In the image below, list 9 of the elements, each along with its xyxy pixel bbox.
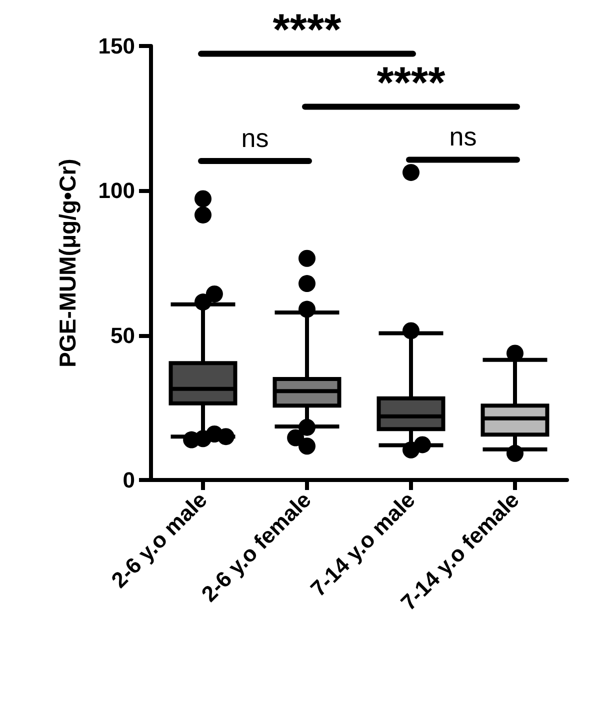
y-tick-label: 150 xyxy=(98,34,135,58)
y-tick-label: 0 xyxy=(122,468,135,492)
annotation: ns xyxy=(449,122,477,152)
annotation: **** xyxy=(376,58,446,108)
y-axis-title: PGE-MUM(μg/g•Cr) xyxy=(54,158,80,368)
y-tick-label: 100 xyxy=(98,178,135,204)
annotation: **** xyxy=(272,5,342,54)
annotation: ns xyxy=(241,123,269,154)
y-tick-label: 50 xyxy=(110,322,135,348)
